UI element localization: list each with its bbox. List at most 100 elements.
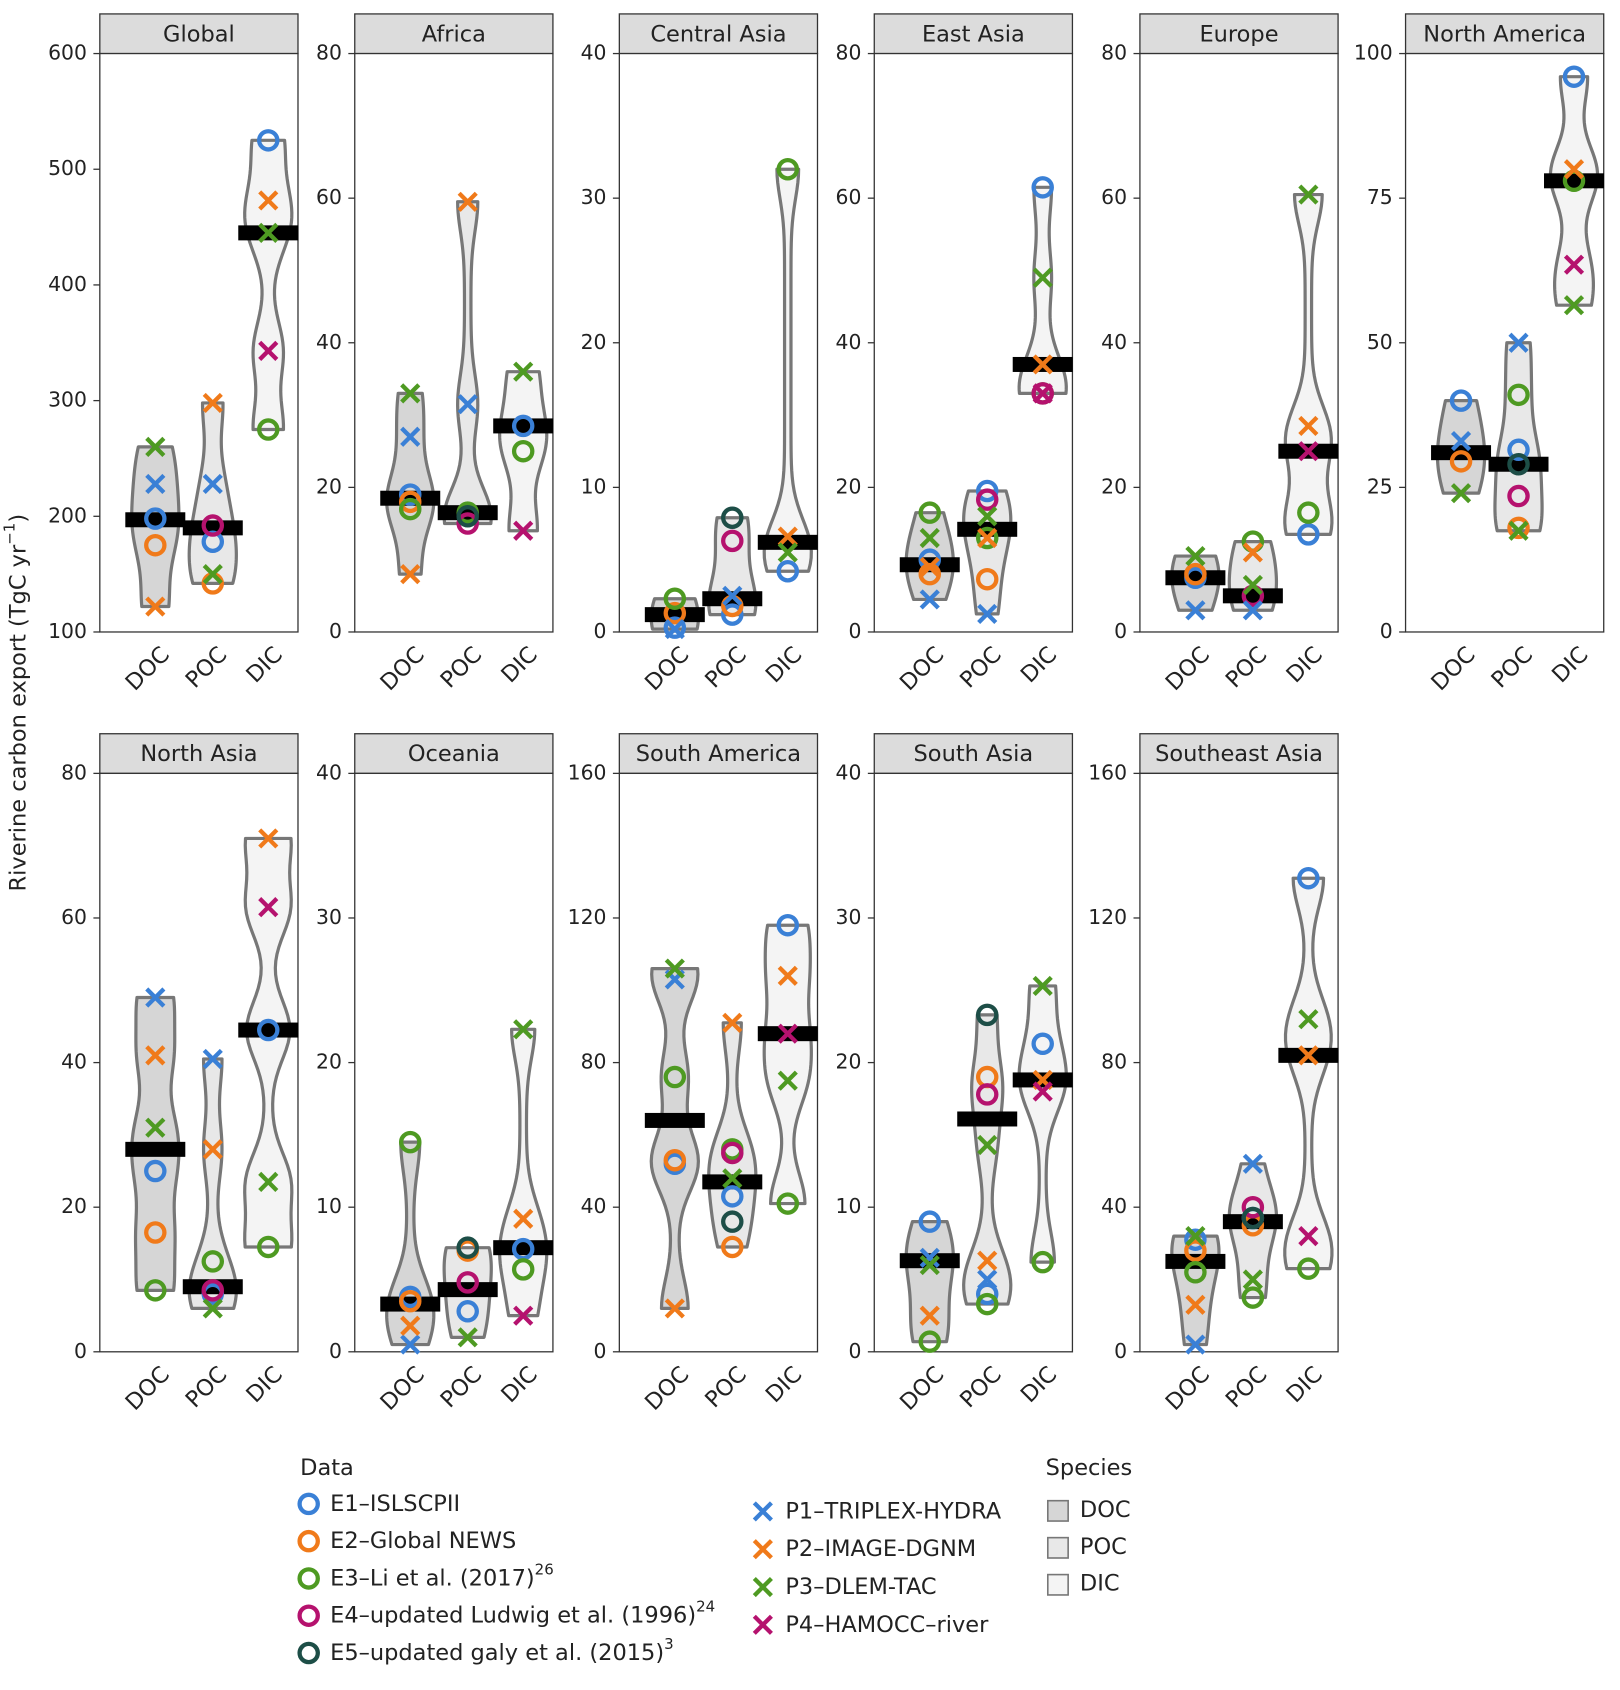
- data-point: [663, 1148, 687, 1172]
- cross-stroke: [1032, 975, 1053, 997]
- data-point: [144, 1221, 167, 1244]
- cross-stroke: [1185, 600, 1206, 621]
- legend-name: E2–Global NEWS: [330, 1528, 516, 1554]
- y-tick-label: 40: [316, 330, 342, 354]
- panel-strip: [873, 733, 1074, 775]
- data-point: [511, 414, 535, 438]
- data-point: [513, 1019, 534, 1040]
- data-point: [144, 533, 167, 557]
- cross-stroke: [202, 1298, 223, 1319]
- legend-label: E5–updated galy et al. (2015)3: [330, 1635, 674, 1666]
- data-point: [722, 1012, 743, 1033]
- data-point: [1298, 1009, 1319, 1030]
- x-tick-label: POC: [955, 1362, 1007, 1414]
- data-point: [1562, 65, 1586, 88]
- y-tick-label: 0: [329, 619, 342, 643]
- y-label-text: Riverine carbon export (TgC yr: [5, 544, 31, 891]
- x-tick-label: POC: [955, 642, 1007, 694]
- data-point: [776, 157, 800, 181]
- data-point: [1031, 382, 1054, 405]
- panel-title: Southeast Asia: [1155, 741, 1323, 767]
- x-tick-label: DOC: [376, 642, 430, 696]
- data-point: [1242, 1269, 1263, 1290]
- violin: [904, 1220, 955, 1344]
- violin: [385, 1140, 436, 1347]
- data-point: [1297, 501, 1320, 524]
- violin: [649, 966, 700, 1311]
- cross-stroke: [1032, 1081, 1053, 1102]
- legend-label: DOC: [1080, 1497, 1131, 1523]
- legend-marker: [297, 1529, 320, 1553]
- legend-marker: [297, 1604, 320, 1627]
- x-tick-label: DOC: [640, 642, 694, 696]
- median-bar: [125, 1141, 186, 1157]
- data-point: [144, 1159, 167, 1183]
- data-point: [1185, 600, 1206, 621]
- data-point: [257, 418, 280, 441]
- data-point: [1508, 332, 1529, 353]
- cross-stroke: [1185, 1294, 1206, 1315]
- y-tick-label: 160: [1088, 760, 1127, 784]
- x-tick-label: POC: [700, 642, 752, 694]
- legend-sup: 26: [535, 1560, 554, 1578]
- data-point: [145, 436, 166, 457]
- y-tick-label: 40: [581, 1194, 607, 1218]
- cross-stroke: [145, 596, 166, 617]
- data-point: [777, 526, 798, 547]
- data-point: [257, 1018, 280, 1042]
- data-point: [975, 1003, 999, 1027]
- data-point: [511, 1258, 535, 1281]
- cross-stroke: [977, 1250, 998, 1271]
- data-point: [777, 542, 798, 563]
- data-point: [457, 191, 478, 212]
- x-tick-label: DOC: [376, 1362, 430, 1416]
- legend-label: E1–ISLSCPII: [330, 1490, 460, 1516]
- x-tick-label: POC: [181, 642, 233, 694]
- data-point: [918, 1330, 942, 1353]
- data-point: [145, 596, 166, 617]
- panel-strip: [1404, 13, 1605, 55]
- data-point: [1450, 431, 1472, 452]
- y-tick-label: 30: [581, 185, 607, 209]
- cross-stroke: [664, 1298, 685, 1319]
- y-tick-label: 40: [61, 1050, 87, 1074]
- cross-stroke: [1032, 383, 1053, 404]
- violin: [442, 200, 493, 526]
- data-point: [513, 361, 534, 382]
- data-point: [1031, 1250, 1054, 1274]
- data-point: [257, 1235, 280, 1259]
- data-point: [919, 589, 940, 610]
- data-point: [1185, 545, 1206, 567]
- data-point: [258, 828, 279, 849]
- cross-stroke: [1298, 415, 1319, 437]
- data-point: [777, 1070, 798, 1091]
- cross-stroke: [258, 897, 279, 918]
- panel-title: South Asia: [914, 741, 1034, 767]
- plot-frame: [354, 52, 554, 633]
- median-bar: [1222, 588, 1283, 604]
- cross-stroke: [513, 1305, 534, 1326]
- data-point: [1184, 1261, 1207, 1284]
- panel-strip: [618, 733, 819, 775]
- data-point: [1507, 452, 1530, 476]
- cross-stroke: [1242, 574, 1263, 596]
- data-point: [1242, 574, 1263, 596]
- data-point: [400, 426, 421, 447]
- cross-stroke: [752, 1501, 773, 1522]
- panel-strip: [99, 13, 299, 55]
- cross-stroke: [1298, 441, 1319, 462]
- data-point: [145, 987, 166, 1008]
- data-point: [721, 529, 744, 553]
- panel-strip: [354, 13, 554, 55]
- cross-stroke: [722, 585, 743, 606]
- y-axis-label: Riverine carbon export (TgC yr−1): [0, 514, 31, 892]
- data-point: [1297, 866, 1320, 890]
- y-tick-label: 300: [48, 388, 87, 412]
- data-point: [144, 507, 167, 530]
- x-tick-label: POC: [1486, 642, 1538, 694]
- y-tick-label: 20: [836, 474, 862, 498]
- x-tick-label: DIC: [496, 642, 542, 688]
- cross-stroke: [202, 1048, 223, 1070]
- panel-title: North America: [1423, 21, 1586, 47]
- data-point: [1241, 1195, 1265, 1219]
